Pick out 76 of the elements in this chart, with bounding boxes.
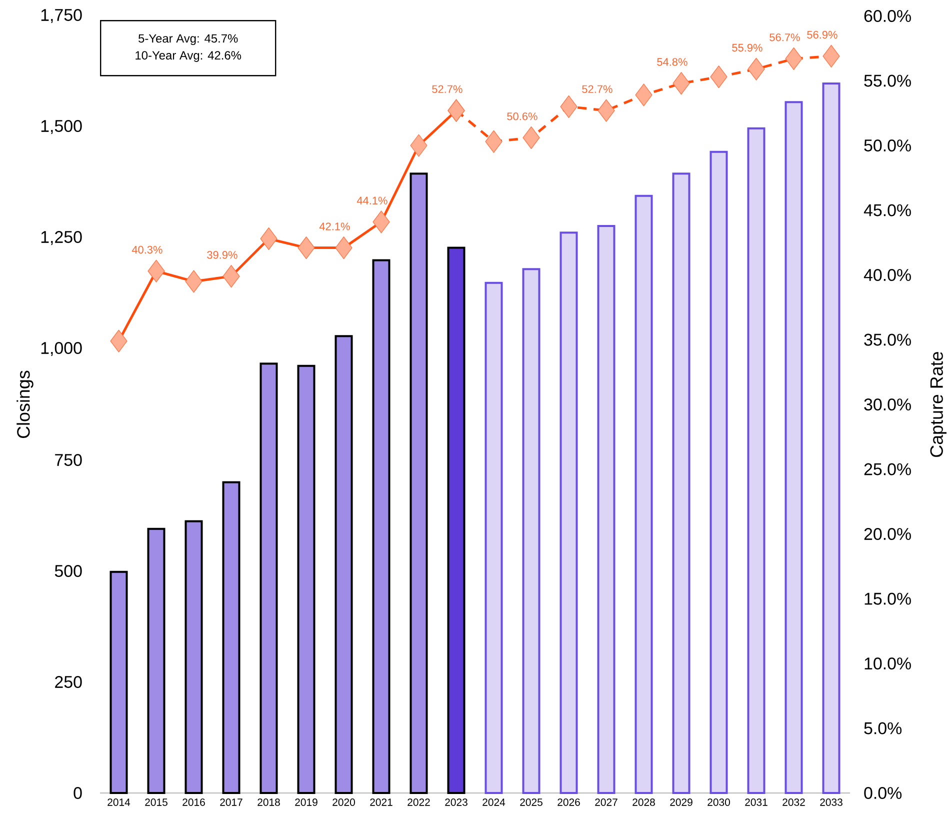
x-tick-label: 2015 — [145, 798, 168, 806]
data-label: 39.9% — [207, 251, 238, 259]
x-tick-label: 2028 — [632, 798, 655, 806]
x-tick-label: 2029 — [670, 798, 692, 806]
data-label: 42.1% — [319, 222, 350, 230]
bar — [634, 194, 653, 794]
bar — [147, 528, 166, 794]
y2-tick-label: 40.0% — [864, 269, 911, 281]
y2-tick-label: 5.0% — [864, 722, 902, 734]
data-label: 54.8% — [657, 58, 688, 66]
bar — [747, 127, 766, 794]
y-tick-label: 0 — [74, 787, 82, 799]
bar — [184, 520, 203, 794]
x-tick-label: 2023 — [445, 798, 468, 806]
bar — [372, 259, 390, 794]
bar — [222, 481, 240, 794]
bar — [297, 364, 316, 794]
bar — [710, 150, 728, 794]
x-tick-label: 2025 — [520, 798, 542, 806]
y2-tick-label: 0.0% — [864, 787, 902, 799]
data-label: 56.9% — [807, 30, 838, 39]
y-tick-label: 1,750 — [41, 8, 82, 23]
bar — [672, 172, 690, 794]
x-tick-label: 2017 — [220, 798, 242, 806]
bar — [560, 232, 578, 794]
x-tick-label: 2027 — [595, 798, 618, 806]
y2-tick-label: 25.0% — [864, 463, 911, 476]
x-tick-label: 2019 — [295, 798, 318, 806]
x-tick-label: 2018 — [258, 798, 280, 806]
y2-tick-label: 20.0% — [864, 528, 911, 540]
y-tick-label: 250 — [55, 676, 82, 688]
y2-tick-label: 10.0% — [864, 658, 911, 670]
x-tick-label: 2026 — [558, 798, 580, 806]
y2-axis-title: Capture Rate — [930, 352, 946, 457]
y2-tick-label: 60.0% — [864, 10, 911, 22]
data-label: 44.1% — [356, 196, 388, 204]
y2-tick-label: 50.0% — [864, 139, 911, 152]
x-tick-label: 2021 — [370, 798, 392, 806]
y-tick-label: 1,500 — [41, 120, 82, 134]
bar — [484, 282, 503, 794]
bar — [597, 225, 616, 794]
data-label: 55.9% — [732, 44, 762, 52]
bar — [110, 570, 128, 794]
x-tick-label: 2032 — [782, 798, 805, 806]
y-tick-label: 750 — [55, 454, 82, 466]
y-tick-label: 1,000 — [41, 342, 82, 356]
bar — [447, 246, 466, 794]
x-tick-label: 2024 — [482, 798, 506, 806]
y-tick-label: 500 — [54, 565, 82, 577]
data-label: 56.7% — [770, 33, 800, 42]
annotation: 5-Year Avg: 45.7% — [138, 34, 238, 46]
data-label: 52.7% — [432, 85, 462, 94]
bar — [522, 268, 540, 794]
x-tick-label: 2031 — [745, 798, 768, 806]
data-label: 50.6% — [507, 112, 538, 120]
y-tick-label: 1,250 — [41, 230, 82, 245]
bar — [822, 82, 840, 794]
x-tick-label: 2030 — [708, 798, 730, 806]
bar — [784, 101, 803, 794]
data-label: 52.7% — [582, 85, 612, 94]
annotation: 10-Year Avg: 42.6% — [136, 51, 242, 62]
y2-tick-label: 30.0% — [864, 398, 911, 410]
y2-tick-label: 55.0% — [864, 74, 911, 87]
y2-tick-label: 35.0% — [864, 334, 911, 346]
bar — [260, 362, 278, 794]
bar — [334, 335, 353, 794]
x-tick-label: 2014 — [108, 798, 130, 806]
data-label: 40.3% — [132, 246, 162, 254]
bar — [410, 172, 428, 794]
y2-tick-label: 45.0% — [864, 204, 911, 216]
x-tick-label: 2016 — [182, 798, 205, 806]
y2-tick-label: 15.0% — [864, 592, 911, 605]
x-tick-label: 2022 — [408, 798, 430, 806]
x-tick-label: 2033 — [820, 798, 842, 806]
x-tick-label: 2020 — [332, 798, 355, 806]
y-axis-title: Closings — [16, 370, 34, 438]
